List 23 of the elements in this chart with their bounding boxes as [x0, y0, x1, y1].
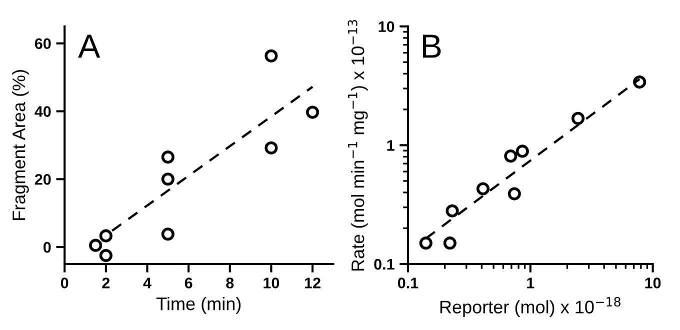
x-tick-label: 6	[184, 278, 192, 288]
x-tick-label: 1	[527, 278, 534, 288]
x-tick-label: 2	[102, 278, 110, 288]
annotation: A	[78, 34, 100, 58]
x-tick-label: 10	[645, 278, 661, 288]
y-tick-label: 0.1	[374, 258, 394, 270]
y-tick-label: 20	[34, 174, 51, 185]
x-tick-label: 0.1	[398, 278, 418, 288]
y-axis-title: Fragment Area (%)	[12, 70, 29, 220]
x-axis-title: Time (min)	[156, 296, 241, 314]
annotation: B	[422, 34, 441, 58]
x-tick-label: 12	[305, 278, 320, 288]
x-tick-label: 4	[143, 278, 152, 288]
y-tick-label: 10	[378, 21, 394, 32]
x-axis-title: Reporter (mol) x 10$^{−18}$	[440, 296, 620, 318]
y-tick-label: 40	[34, 106, 51, 117]
x-tick-label: 8	[226, 278, 234, 288]
y-tick-label: 0	[44, 242, 51, 253]
y-tick-label: 1	[387, 140, 394, 151]
y-tick-label: 60	[34, 38, 51, 50]
y-axis-title: Rate (mol min$^{−1}$ mg$^{−1}$) x 10$^{−13}$	[348, 20, 368, 271]
x-tick-label: 0	[60, 278, 68, 288]
x-tick-label: 10	[264, 278, 280, 288]
